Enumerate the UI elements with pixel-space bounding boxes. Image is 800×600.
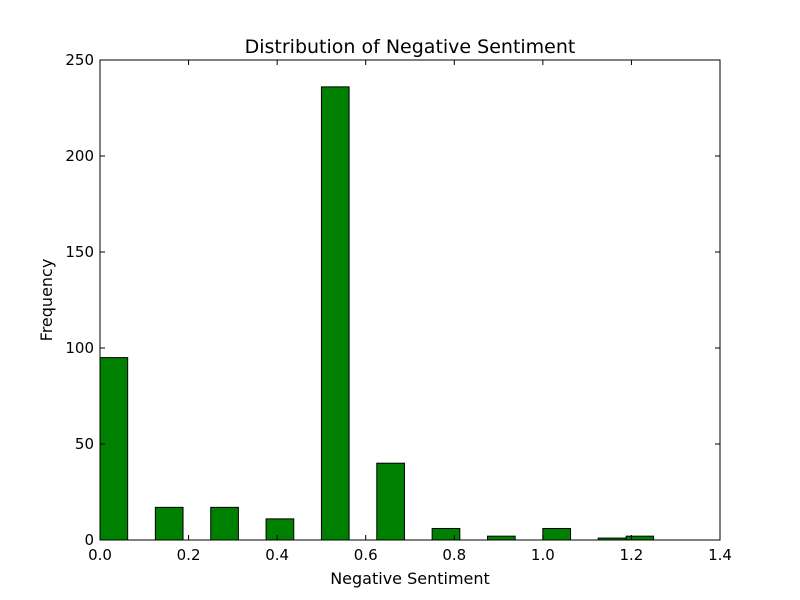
x-axis-ticks: 0.0 0.2 0.4 0.6 0.8 1.0 1.2 1.4 bbox=[88, 60, 732, 564]
y-tick-label: 150 bbox=[65, 243, 94, 261]
x-tick-label: 0.6 bbox=[354, 546, 378, 564]
x-tick-label: 1.4 bbox=[708, 546, 732, 564]
y-tick-label: 0 bbox=[84, 531, 94, 549]
x-tick-label: 0.8 bbox=[442, 546, 466, 564]
histogram-bar-0 bbox=[99, 357, 129, 541]
histogram-bar-5 bbox=[376, 462, 405, 541]
chart-title: Distribution of Negative Sentiment bbox=[245, 36, 576, 58]
histogram-bar-7 bbox=[487, 535, 516, 541]
histogram-bar-8 bbox=[542, 527, 572, 541]
histogram-bar-1 bbox=[154, 506, 184, 541]
x-tick-label: 0.4 bbox=[265, 546, 289, 564]
y-tick-label: 50 bbox=[75, 435, 94, 453]
x-tick-label: 1.0 bbox=[531, 546, 555, 564]
plot-frame bbox=[99, 59, 721, 541]
x-tick-label: 0.0 bbox=[88, 546, 112, 564]
histogram-bar-10 bbox=[625, 535, 655, 541]
y-tick-label: 100 bbox=[65, 339, 94, 357]
x-tick-label: 1.2 bbox=[619, 546, 643, 564]
y-tick-label: 200 bbox=[65, 147, 94, 165]
y-axis-ticks: 0 50 100 150 200 250 bbox=[65, 51, 720, 549]
y-tick-label: 250 bbox=[65, 51, 94, 69]
x-tick-label: 0.2 bbox=[177, 546, 201, 564]
x-axis-label: Negative Sentiment bbox=[330, 569, 490, 588]
y-axis-label: Frequency bbox=[37, 259, 56, 342]
bars-group bbox=[99, 86, 655, 541]
histogram-bar-4 bbox=[320, 86, 350, 541]
histogram-bar-3 bbox=[265, 518, 295, 541]
histogram-bar-6 bbox=[431, 527, 461, 541]
histogram-bar-2 bbox=[210, 506, 239, 541]
